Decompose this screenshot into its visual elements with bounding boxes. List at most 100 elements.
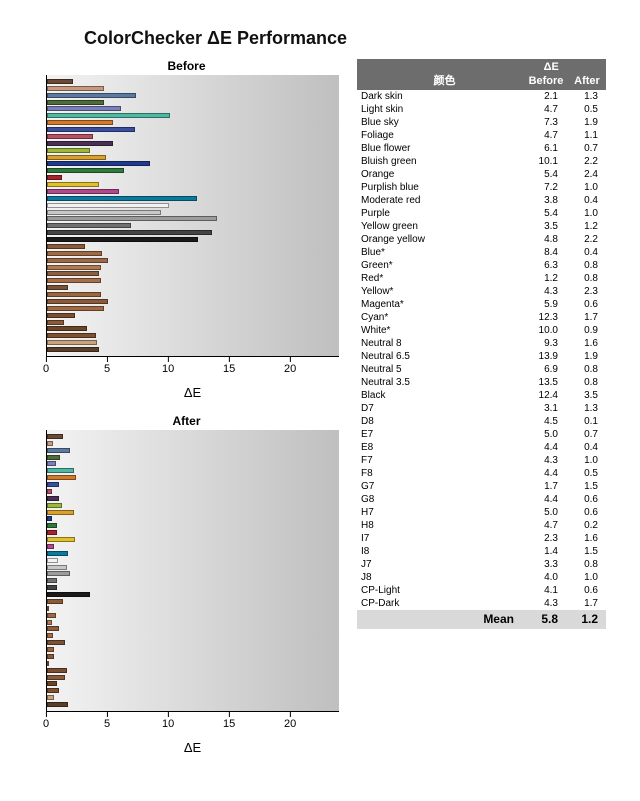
cell-name: Light skin xyxy=(357,103,524,116)
bar xyxy=(47,285,68,290)
cell-name: Yellow* xyxy=(357,285,524,298)
bar xyxy=(47,661,49,666)
bar xyxy=(47,93,136,98)
table-row: Magenta*5.90.6 xyxy=(357,298,606,311)
bar xyxy=(47,292,101,297)
content-row: Before 05101520 ΔE After 05101520 ΔE ΔE xyxy=(34,59,606,769)
bar xyxy=(47,320,64,325)
data-table: ΔE 颜色 Before After Dark skin2.11.3Light … xyxy=(357,59,606,769)
cell-after: 0.2 xyxy=(568,519,606,532)
bar xyxy=(47,496,59,501)
chart-before-plot xyxy=(46,75,339,357)
table-row: Foliage4.71.1 xyxy=(357,129,606,142)
cell-name: Orange xyxy=(357,168,524,181)
table-row: Blue sky7.31.9 xyxy=(357,116,606,129)
bar xyxy=(47,592,90,597)
cell-before: 4.0 xyxy=(524,571,568,584)
bar xyxy=(47,455,60,460)
cell-before: 12.3 xyxy=(524,311,568,324)
cell-name: Blue* xyxy=(357,246,524,259)
report-page: ColorChecker ΔE Performance Before 05101… xyxy=(0,0,640,801)
cell-after: 1.7 xyxy=(568,311,606,324)
bar xyxy=(47,189,119,194)
bar xyxy=(47,175,62,180)
cell-name: Neutral 5 xyxy=(357,363,524,376)
cell-name: Foliage xyxy=(357,129,524,142)
table-footer-label: Mean xyxy=(357,612,524,628)
bar xyxy=(47,675,65,680)
bar xyxy=(47,668,67,673)
bar xyxy=(47,695,54,700)
bar xyxy=(47,306,104,311)
cell-before: 4.1 xyxy=(524,584,568,597)
cell-before: 13.5 xyxy=(524,376,568,389)
bar xyxy=(47,271,99,276)
axis-tick: 0 xyxy=(43,712,49,730)
table-row: D73.11.3 xyxy=(357,402,606,415)
bar xyxy=(47,278,101,283)
table-row: Red*1.20.8 xyxy=(357,272,606,285)
cell-before: 5.4 xyxy=(524,207,568,220)
cell-name: F8 xyxy=(357,467,524,480)
cell-before: 5.9 xyxy=(524,298,568,311)
chart-after-title: After xyxy=(34,414,339,428)
bar xyxy=(47,148,90,153)
chart-before-title: Before xyxy=(34,59,339,73)
chart-after-bars xyxy=(47,430,339,711)
cell-before: 4.8 xyxy=(524,233,568,246)
bar xyxy=(47,530,57,535)
bar xyxy=(47,196,197,201)
cell-before: 3.1 xyxy=(524,402,568,415)
bar xyxy=(47,230,212,235)
cell-before: 6.3 xyxy=(524,259,568,272)
cell-name: Neutral 3.5 xyxy=(357,376,524,389)
table-row: Light skin4.70.5 xyxy=(357,103,606,116)
cell-before: 1.2 xyxy=(524,272,568,285)
bar xyxy=(47,258,108,263)
axis-tick: 15 xyxy=(223,712,235,730)
cell-before: 4.3 xyxy=(524,597,568,610)
table-row: H75.00.6 xyxy=(357,506,606,519)
cell-name: G8 xyxy=(357,493,524,506)
bar xyxy=(47,106,121,111)
bar xyxy=(47,489,52,494)
cell-before: 5.0 xyxy=(524,428,568,441)
table-row: Orange yellow4.82.2 xyxy=(357,233,606,246)
table-header-col2: Before xyxy=(524,74,568,88)
bar xyxy=(47,688,59,693)
bar xyxy=(47,510,74,515)
cell-name: CP-Dark xyxy=(357,597,524,610)
bar xyxy=(47,448,70,453)
table-header-col3: After xyxy=(568,74,606,88)
bar xyxy=(47,79,73,84)
bar xyxy=(47,141,113,146)
cell-before: 7.3 xyxy=(524,116,568,129)
cell-before: 9.3 xyxy=(524,337,568,350)
bar xyxy=(47,299,108,304)
bar xyxy=(47,571,70,576)
cell-name: E7 xyxy=(357,428,524,441)
page-title: ColorChecker ΔE Performance xyxy=(84,28,606,49)
cell-after: 0.8 xyxy=(568,376,606,389)
cell-after: 2.2 xyxy=(568,233,606,246)
bar xyxy=(47,182,99,187)
table-row: Orange5.42.4 xyxy=(357,168,606,181)
cell-before: 1.4 xyxy=(524,545,568,558)
cell-after: 0.6 xyxy=(568,584,606,597)
table-row: J73.30.8 xyxy=(357,558,606,571)
table-row: CP-Light4.10.6 xyxy=(357,584,606,597)
bar xyxy=(47,468,74,473)
cell-after: 0.6 xyxy=(568,506,606,519)
bar xyxy=(47,633,53,638)
cell-after: 1.5 xyxy=(568,545,606,558)
cell-name: Bluish green xyxy=(357,155,524,168)
cell-after: 0.5 xyxy=(568,467,606,480)
cell-before: 3.3 xyxy=(524,558,568,571)
bar xyxy=(47,134,93,139)
cell-name: Green* xyxy=(357,259,524,272)
table-row: G84.40.6 xyxy=(357,493,606,506)
bar xyxy=(47,613,56,618)
bar xyxy=(47,441,53,446)
cell-name: J7 xyxy=(357,558,524,571)
table-footer-before: 5.8 xyxy=(524,612,568,628)
